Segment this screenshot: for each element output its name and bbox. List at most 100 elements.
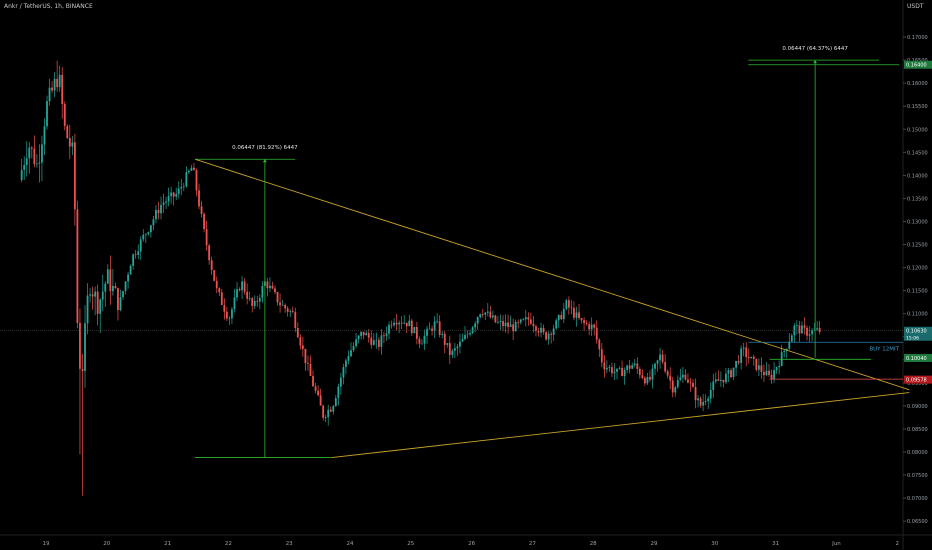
- candle-body: [35, 163, 38, 165]
- currency-label: USDT: [907, 3, 924, 10]
- candle-body: [388, 324, 390, 334]
- candle-body: [195, 170, 198, 191]
- candle-body: [578, 312, 580, 319]
- candle-body: [474, 323, 477, 328]
- candle-body: [274, 288, 276, 293]
- candle-body: [697, 398, 699, 401]
- stop-price-label: 0.09578: [906, 378, 927, 384]
- candle-body: [79, 322, 81, 369]
- candle-body: [676, 380, 679, 388]
- candle-body: [149, 225, 152, 233]
- candle-body: [502, 321, 504, 327]
- candle-body: [122, 291, 124, 298]
- candle-body: [129, 265, 132, 275]
- candle-body: [142, 234, 145, 240]
- candle-body: [357, 335, 360, 340]
- candle-body: [355, 339, 357, 347]
- candle-body: [51, 87, 53, 91]
- candle-body: [289, 311, 292, 312]
- candle-body: [783, 350, 786, 353]
- current-price-label-bg: [904, 326, 932, 341]
- candle-body: [494, 315, 497, 323]
- candle-body: [413, 327, 416, 334]
- candle-body: [616, 368, 618, 372]
- candle-body: [203, 213, 205, 230]
- x-tick-label: 28: [590, 541, 597, 547]
- candle-body: [132, 254, 135, 266]
- candle-body: [210, 260, 213, 271]
- candle-body: [555, 320, 558, 329]
- candle-body: [509, 324, 512, 327]
- candle-body: [517, 322, 520, 323]
- x-tick-label: 23: [286, 541, 293, 547]
- candle-body: [117, 288, 119, 311]
- candle-body: [213, 270, 216, 281]
- lower-trendline[interactable]: [331, 392, 910, 458]
- y-tick-label: 0.17000: [907, 35, 928, 41]
- candle-body: [291, 311, 294, 313]
- y-tick-label: 0.15500: [907, 104, 928, 110]
- candle-body: [573, 307, 575, 318]
- candle-body: [134, 254, 137, 256]
- candle-body: [327, 409, 330, 418]
- candle-body: [43, 126, 46, 145]
- candle-body: [740, 348, 743, 363]
- candle-body: [717, 379, 720, 381]
- candle-body: [464, 335, 466, 340]
- candle-body: [773, 370, 775, 379]
- candle-body: [499, 321, 502, 322]
- candle-body: [71, 142, 74, 147]
- x-tick-label: 19: [43, 541, 50, 547]
- candle-body: [332, 406, 335, 412]
- candle-body: [651, 368, 654, 380]
- candle-body: [522, 319, 525, 321]
- candle-body: [527, 317, 530, 320]
- candle-body: [322, 405, 325, 418]
- candle-body: [497, 321, 499, 323]
- candle-body: [603, 362, 606, 370]
- candle-body: [200, 206, 203, 214]
- candle-body: [266, 281, 269, 289]
- candle-body: [370, 337, 373, 345]
- candle-body: [152, 219, 155, 226]
- candle-body: [755, 358, 758, 370]
- candle-body: [641, 375, 644, 378]
- candle-body: [428, 328, 431, 330]
- candle-body: [803, 325, 806, 328]
- candle-body: [147, 232, 150, 234]
- candle-body: [193, 167, 195, 171]
- candle-body: [342, 366, 345, 378]
- candle-body: [312, 375, 314, 387]
- candle-body: [84, 323, 86, 371]
- candle-body: [68, 138, 71, 147]
- y-tick-label: 0.13500: [907, 196, 928, 202]
- y-tick-label: 0.14500: [907, 150, 928, 156]
- candle-body: [334, 397, 337, 407]
- candle-body: [160, 204, 162, 214]
- candle-body: [681, 374, 684, 378]
- candle-body: [707, 398, 710, 402]
- candle-body: [403, 322, 406, 324]
- candle-body: [106, 269, 109, 284]
- candle-body: [390, 324, 393, 326]
- candle-body: [699, 398, 702, 406]
- candle-body: [461, 339, 464, 342]
- candle-body: [155, 209, 157, 220]
- y-tick-label: 0.08500: [907, 427, 928, 433]
- candle-body: [456, 346, 459, 349]
- candle-body: [124, 281, 127, 292]
- candle-body: [618, 367, 621, 369]
- candle-body: [317, 390, 319, 396]
- y-tick-label: 0.12500: [907, 243, 928, 249]
- candle-body: [567, 300, 570, 308]
- candle-body: [484, 312, 487, 315]
- candle-body: [182, 186, 185, 188]
- candle-body: [418, 338, 421, 344]
- upper-trendline[interactable]: [194, 158, 910, 391]
- candle-body: [737, 361, 740, 363]
- candle-body: [600, 349, 603, 363]
- candle-body: [714, 379, 717, 382]
- candle-body: [709, 389, 712, 399]
